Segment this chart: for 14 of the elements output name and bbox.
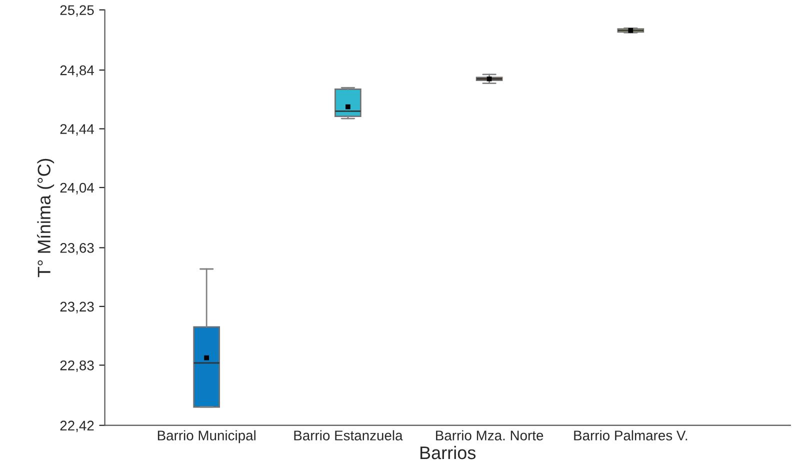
y-tick-label: 23,23	[60, 302, 94, 314]
x-tick-label: Barrio Mza. Norte	[436, 430, 544, 440]
x-axis-title: Barrios	[420, 446, 476, 460]
y-tick-label: 25,25	[60, 5, 94, 17]
x-tick-label: Barrio Palmares V.	[574, 430, 688, 440]
y-tick-label: 23,63	[60, 243, 94, 255]
y-tick-label: 22,83	[60, 360, 94, 372]
y-tick-label: 24,04	[60, 182, 94, 194]
y-tick-label: 24,84	[60, 65, 94, 77]
y-axis-title: T° Mínima (°C)	[37, 158, 54, 278]
y-tick-label: 24,44	[60, 124, 94, 136]
y-tick-label: 22,42	[60, 420, 94, 432]
x-tick-label: Barrio Municipal	[158, 430, 256, 444]
x-tick-label: Barrio Estanzuela	[294, 430, 403, 440]
